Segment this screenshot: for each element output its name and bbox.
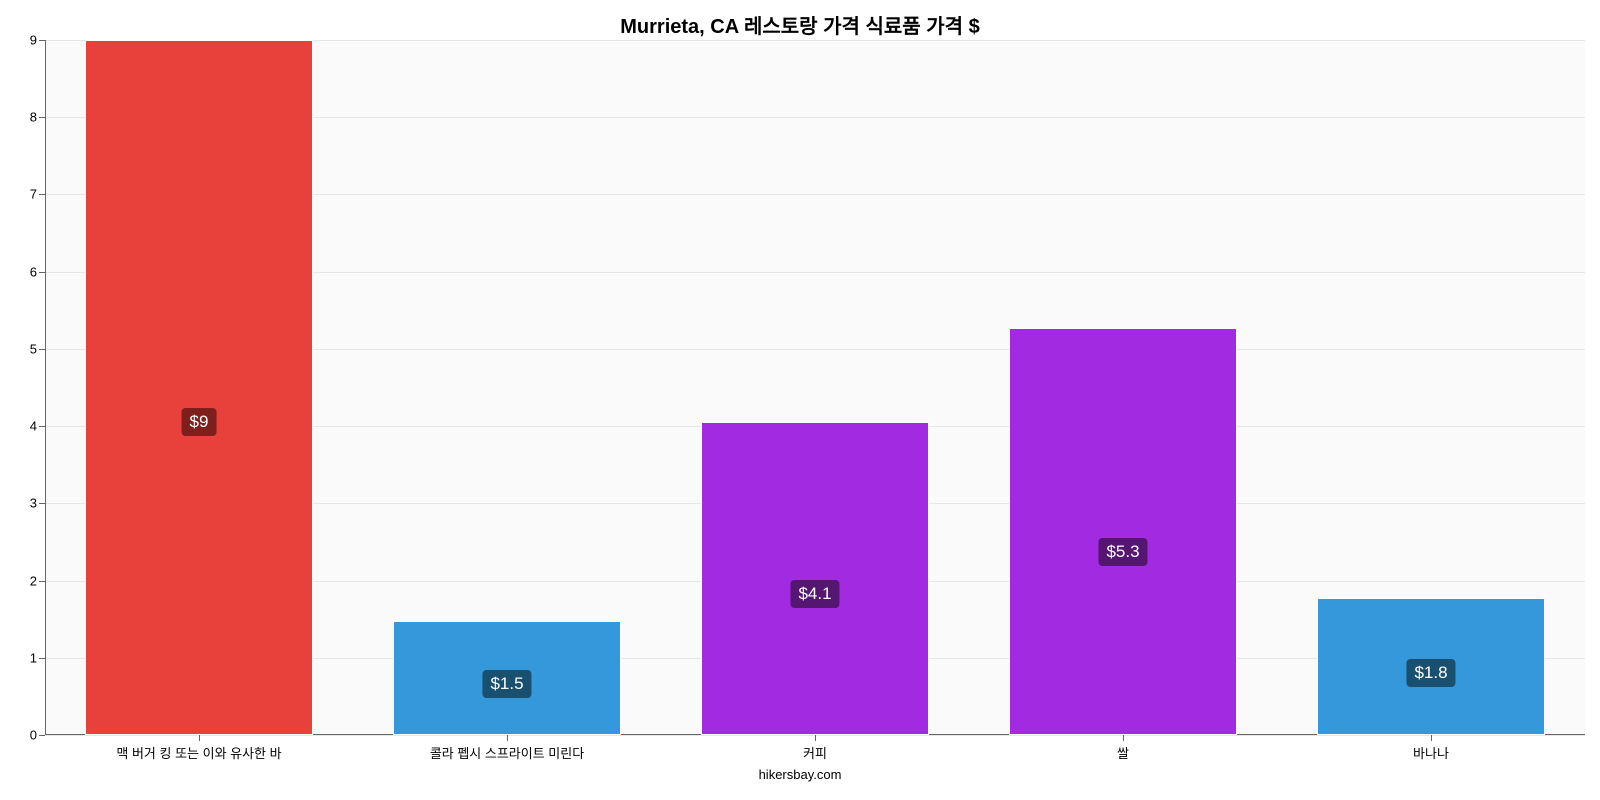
y-tick-label: 6 (30, 264, 45, 279)
bar-value-label: $1.5 (482, 670, 531, 698)
bar-value-label: $5.3 (1098, 538, 1147, 566)
y-tick-label: 7 (30, 187, 45, 202)
bar-value-label: $4.1 (790, 580, 839, 608)
chart-title: Murrieta, CA 레스토랑 가격 식료품 가격 $ (0, 10, 1600, 39)
y-axis-line (45, 40, 46, 735)
y-tick-label: 1 (30, 650, 45, 665)
x-tick-label: 맥 버거 킹 또는 이와 유사한 바 (116, 735, 281, 762)
y-tick-label: 0 (30, 728, 45, 743)
bar (85, 40, 313, 735)
x-tick-label: 콜라 펩시 스프라이트 미린다 (430, 735, 584, 762)
bar-value-label: $9 (182, 408, 217, 436)
x-tick-label: 쌀 (1117, 735, 1129, 762)
price-bar-chart: Murrieta, CA 레스토랑 가격 식료품 가격 $ 0123456789… (0, 0, 1600, 800)
bar (1009, 328, 1237, 735)
chart-credit: hikersbay.com (0, 767, 1600, 782)
y-tick-label: 9 (30, 33, 45, 48)
plot-area: 0123456789$9맥 버거 킹 또는 이와 유사한 바$1.5콜라 펩시 … (45, 40, 1585, 735)
y-tick-label: 2 (30, 573, 45, 588)
bar (701, 422, 929, 735)
bar-value-label: $1.8 (1406, 659, 1455, 687)
y-tick-label: 3 (30, 496, 45, 511)
x-tick-label: 바나나 (1413, 735, 1449, 762)
x-tick-label: 커피 (803, 735, 827, 762)
y-tick-label: 8 (30, 110, 45, 125)
y-tick-label: 4 (30, 419, 45, 434)
y-tick-label: 5 (30, 341, 45, 356)
